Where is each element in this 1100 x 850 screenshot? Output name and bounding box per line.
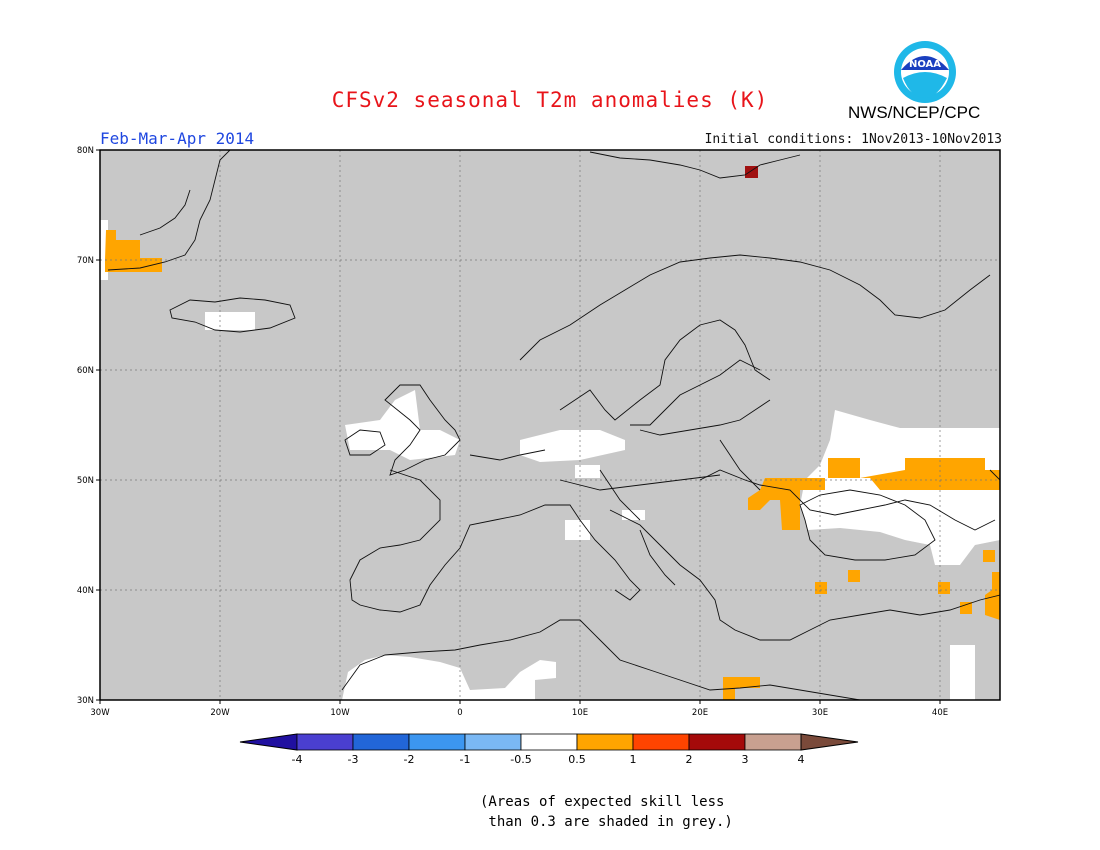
noaa-logo-text: NOAA xyxy=(909,59,941,70)
chart-title: CFSv2 seasonal T2m anomalies (K) xyxy=(331,88,769,112)
orange-greenland xyxy=(105,230,162,272)
colorbar-label: 3 xyxy=(742,753,749,766)
lon-tick-label: 10E xyxy=(572,708,588,718)
orange-ukraine-russia xyxy=(828,458,1000,490)
org-label: NWS/NCEP/CPC xyxy=(848,103,981,122)
colorbar-label: -0.5 xyxy=(510,753,531,766)
latitude-labels: 80N 70N 60N 50N 40N 30N xyxy=(77,146,100,706)
colorbar-boxes xyxy=(239,733,859,751)
white-ireland-uk xyxy=(345,390,460,460)
anomaly-shading xyxy=(100,166,1000,700)
colorbar-box xyxy=(352,733,410,751)
colorbar-box xyxy=(744,733,802,751)
map-grid xyxy=(100,150,1000,700)
initial-conditions-label: Initial conditions: 1Nov2013-10Nov2013 xyxy=(704,132,1002,147)
colorbar-label: 0.5 xyxy=(568,753,586,766)
skill-note: (Areas of expected skill less than 0.3 a… xyxy=(480,794,733,830)
lat-tick-label: 40N xyxy=(77,586,94,596)
lat-tick-label: 50N xyxy=(77,476,94,486)
map-frame xyxy=(99,149,1001,701)
colorbar-min-arrow xyxy=(239,733,298,751)
colorbar-label: -1 xyxy=(460,753,471,766)
colorbar-label: 2 xyxy=(686,753,693,766)
white-iceland xyxy=(205,312,255,330)
colorbar-label: 4 xyxy=(798,753,805,766)
colorbar-box xyxy=(520,733,578,751)
colorbar-label: -3 xyxy=(348,753,359,766)
colorbar-box xyxy=(408,733,466,751)
lat-tick-label: 60N xyxy=(77,366,94,376)
lon-tick-label: 20E xyxy=(692,708,708,718)
white-north-sea xyxy=(520,430,625,462)
white-north-africa xyxy=(342,655,556,700)
lat-tick-label: 70N xyxy=(77,256,94,266)
noaa-logo-icon: NOAA xyxy=(894,41,956,103)
lon-tick-label: 0 xyxy=(457,708,462,718)
white-central-europe xyxy=(565,465,645,540)
colorbar-box xyxy=(464,733,522,751)
season-label: Feb-Mar-Apr 2014 xyxy=(100,129,255,148)
colorbar-box xyxy=(576,733,634,751)
colorbar-box xyxy=(296,733,354,751)
lat-tick-label: 30N xyxy=(77,696,94,706)
colorbar-max-arrow xyxy=(800,733,859,751)
colorbar-label: -2 xyxy=(404,753,415,766)
colorbar-label: 1 xyxy=(630,753,637,766)
longitude-labels: 30W 20W 10W 0 10E 20E 30E 40E xyxy=(90,700,948,718)
colorbar-box xyxy=(688,733,746,751)
lat-tick-label: 80N xyxy=(77,146,94,156)
lon-tick-label: 30E xyxy=(812,708,828,718)
colorbar-label: -4 xyxy=(292,753,303,766)
orange-crete xyxy=(723,677,760,700)
coastlines xyxy=(107,150,1000,700)
lon-tick-label: 20W xyxy=(210,708,230,718)
white-east-edge xyxy=(950,645,975,700)
colorbar-box xyxy=(632,733,690,751)
orange-black-sea-west xyxy=(748,478,825,530)
lon-tick-label: 30W xyxy=(90,708,110,718)
lon-tick-label: 40E xyxy=(932,708,948,718)
colorbar-labels: -4 -3 -2 -1 -0.5 0.5 1 2 3 4 xyxy=(292,753,805,766)
lon-tick-label: 10W xyxy=(330,708,350,718)
